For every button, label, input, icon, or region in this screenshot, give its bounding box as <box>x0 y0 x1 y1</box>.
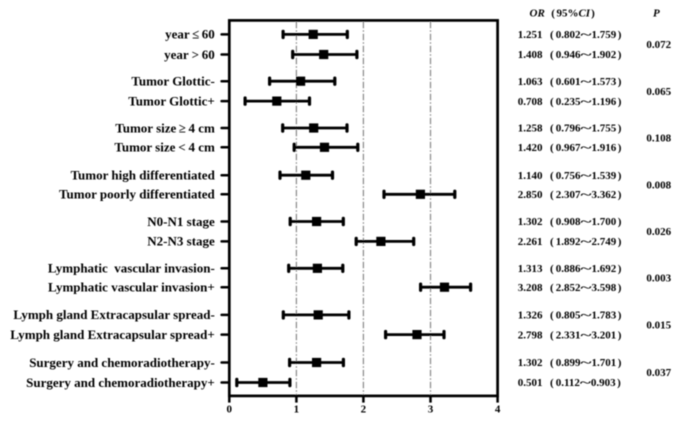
svg-text:Surgery and chemoradiotherapy+: Surgery and chemoradiotherapy+ <box>26 375 215 390</box>
svg-text:1.420(0.967~1.916): 1.420(0.967~1.916) <box>518 142 622 154</box>
svg-text:1.326(0.805~1.783): 1.326(0.805~1.783) <box>518 310 622 322</box>
svg-text:3.208(2.852~3.598): 3.208(2.852~3.598) <box>518 282 622 294</box>
svg-text:1.063(0.601~1.573): 1.063(0.601~1.573) <box>518 76 622 88</box>
svg-text:Lymphatic vascular invasion+: Lymphatic vascular invasion+ <box>48 280 215 295</box>
svg-text:Tumor Glottic+: Tumor Glottic+ <box>128 93 215 108</box>
svg-text:N2-N3 stage: N2-N3 stage <box>147 234 215 249</box>
svg-text:Tumor poorly differentiated: Tumor poorly differentiated <box>59 187 216 202</box>
svg-text:2.798(2.331~3.201): 2.798(2.331~3.201) <box>518 329 622 341</box>
svg-text:0.037: 0.037 <box>646 367 671 379</box>
svg-text:Tumor high differentiated: Tumor high differentiated <box>71 168 216 183</box>
svg-text:1.302(0.908~1.700): 1.302(0.908~1.700) <box>518 216 622 228</box>
svg-text:0.003: 0.003 <box>646 272 671 284</box>
svg-text:2.261(1.892~2.749): 2.261(1.892~2.749) <box>518 236 622 248</box>
svg-text:Lymphatic vascular invasion-: Lymphatic vascular invasion- <box>48 261 215 276</box>
svg-text:0.072: 0.072 <box>646 39 671 51</box>
svg-text:Tumor size≥4 cm: Tumor size ≥4 cm <box>115 120 215 135</box>
svg-text:1.258(0.796~1.755): 1.258(0.796~1.755) <box>518 123 622 135</box>
svg-text:1.408(0.946~1.902): 1.408(0.946~1.902) <box>518 49 622 61</box>
svg-text:N0-N1 stage: N0-N1 stage <box>147 214 215 229</box>
svg-text:Lymph gland Extracapsular spre: Lymph gland Extracapsular spread+ <box>10 327 215 342</box>
svg-text:0: 0 <box>227 404 233 416</box>
svg-text:1.302(0.899~1.701): 1.302(0.899~1.701) <box>518 357 622 369</box>
svg-text:0.708(0.235~1.196): 0.708(0.235~1.196) <box>518 96 622 108</box>
svg-text:Tumor size<4 cm: Tumor size <4 cm <box>114 140 215 155</box>
svg-text:3: 3 <box>428 404 434 416</box>
svg-text:Surgery and chemoradiotherapy-: Surgery and chemoradiotherapy- <box>29 355 215 370</box>
svg-text:P: P <box>653 7 660 19</box>
svg-text:Lymph gland Extracapsular spre: Lymph gland Extracapsular spread- <box>13 307 214 322</box>
svg-text:1: 1 <box>294 404 300 416</box>
svg-text:0.015: 0.015 <box>646 319 671 331</box>
svg-text:0.501(0.112~0.903): 0.501(0.112~0.903) <box>518 377 621 389</box>
svg-text:4: 4 <box>495 404 501 416</box>
svg-text:0.026: 0.026 <box>646 226 671 238</box>
svg-text:0.065: 0.065 <box>646 86 671 98</box>
svg-text:1.313(0.886~1.692): 1.313(0.886~1.692) <box>518 263 622 275</box>
svg-text:2.850(2.307~3.362): 2.850(2.307~3.362) <box>518 189 622 201</box>
svg-text:1.251(0.802~1.759): 1.251(0.802~1.759) <box>518 29 622 41</box>
svg-text:1.140(0.756~1.539): 1.140(0.756~1.539) <box>518 170 622 182</box>
svg-text:0.108: 0.108 <box>646 132 671 144</box>
svg-text:0.008: 0.008 <box>646 179 671 191</box>
svg-text:Tumor Glottic-: Tumor Glottic- <box>131 74 214 89</box>
svg-text:2: 2 <box>361 404 367 416</box>
svg-text:OR(95%CI): OR(95%CI) <box>530 7 596 19</box>
